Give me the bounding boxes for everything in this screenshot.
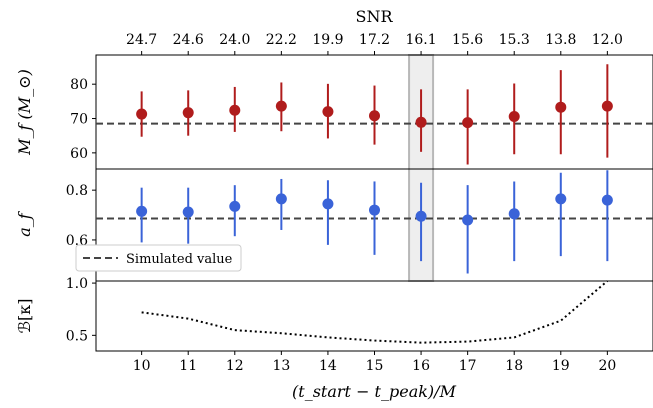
top-axis-ticks: 24.7 24.6 24.0 22.2 19.9 17.2 16.1 15.6 15.3 13.8… xyxy=(126,32,623,55)
top-tick-label: 16.1 xyxy=(405,32,436,48)
top-tick-label: 24.7 xyxy=(126,32,157,48)
y-tick-label: 80 xyxy=(70,77,88,93)
top-tick-label: 22.2 xyxy=(266,32,297,48)
legend: Simulated value xyxy=(75,244,242,272)
legend-box xyxy=(75,244,242,272)
top-tick-label: 15.6 xyxy=(452,32,483,48)
top-panel-series xyxy=(136,64,613,165)
data-point xyxy=(508,208,520,220)
top-tick-label: 24.6 xyxy=(173,32,204,48)
data-point xyxy=(182,107,194,119)
top-tick-label: 19.9 xyxy=(312,32,343,48)
x-tick-label: 15 xyxy=(366,358,384,374)
data-point xyxy=(182,206,194,218)
data-point xyxy=(415,210,427,222)
top-axis-label: SNR xyxy=(355,7,393,26)
y-axis-label-bottom: ℬ[κ] xyxy=(15,298,34,333)
data-point xyxy=(322,106,334,118)
y-axis-label-middle: a_f xyxy=(15,210,34,237)
data-point xyxy=(555,193,567,205)
x-axis-ticks: 10 11 12 13 14 15 16 17 18 19 20 xyxy=(133,351,616,374)
top-tick-label: 15.3 xyxy=(499,32,530,48)
y-tick-label: 70 xyxy=(70,112,88,128)
legend-label: Simulated value xyxy=(126,252,233,267)
x-axis-label: (t_start − t_peak)/M xyxy=(292,382,457,401)
data-point xyxy=(275,193,287,205)
data-point xyxy=(322,198,334,210)
top-tick-label: 17.2 xyxy=(359,32,390,48)
data-point xyxy=(415,116,427,128)
x-tick-label: 16 xyxy=(412,358,430,374)
middle-panel-series xyxy=(136,170,613,274)
y-tick-label: 0.8 xyxy=(66,183,88,199)
x-tick-label: 14 xyxy=(319,358,337,374)
data-point xyxy=(462,117,474,129)
data-point xyxy=(136,205,148,217)
data-point xyxy=(229,200,241,212)
data-point xyxy=(555,101,567,113)
y-axis-label-top: M_f (M_⊙) xyxy=(15,69,34,156)
data-point xyxy=(508,110,520,122)
top-tick-label: 24.0 xyxy=(219,32,250,48)
data-point xyxy=(136,108,148,120)
y-tick-label: 60 xyxy=(70,146,88,162)
data-point xyxy=(462,214,474,226)
x-tick-label: 10 xyxy=(133,358,151,374)
top-tick-label: 13.8 xyxy=(545,32,576,48)
y-tick-label: 0.5 xyxy=(66,328,88,344)
top-tick-label: 12.0 xyxy=(592,32,623,48)
data-point xyxy=(369,204,380,216)
x-tick-label: 12 xyxy=(226,358,244,374)
x-tick-label: 20 xyxy=(598,358,616,374)
data-point xyxy=(601,100,613,112)
x-tick-label: 11 xyxy=(179,358,197,374)
x-tick-label: 18 xyxy=(505,358,523,374)
y-tick-label: 1.0 xyxy=(66,276,88,292)
x-tick-label: 13 xyxy=(272,358,290,374)
bottom-panel-dotted-line xyxy=(141,280,609,344)
x-tick-label: 17 xyxy=(459,358,477,374)
data-point xyxy=(369,110,380,122)
data-point xyxy=(601,194,613,206)
data-point xyxy=(275,100,287,112)
data-point xyxy=(229,104,241,116)
x-tick-label: 19 xyxy=(552,358,570,374)
